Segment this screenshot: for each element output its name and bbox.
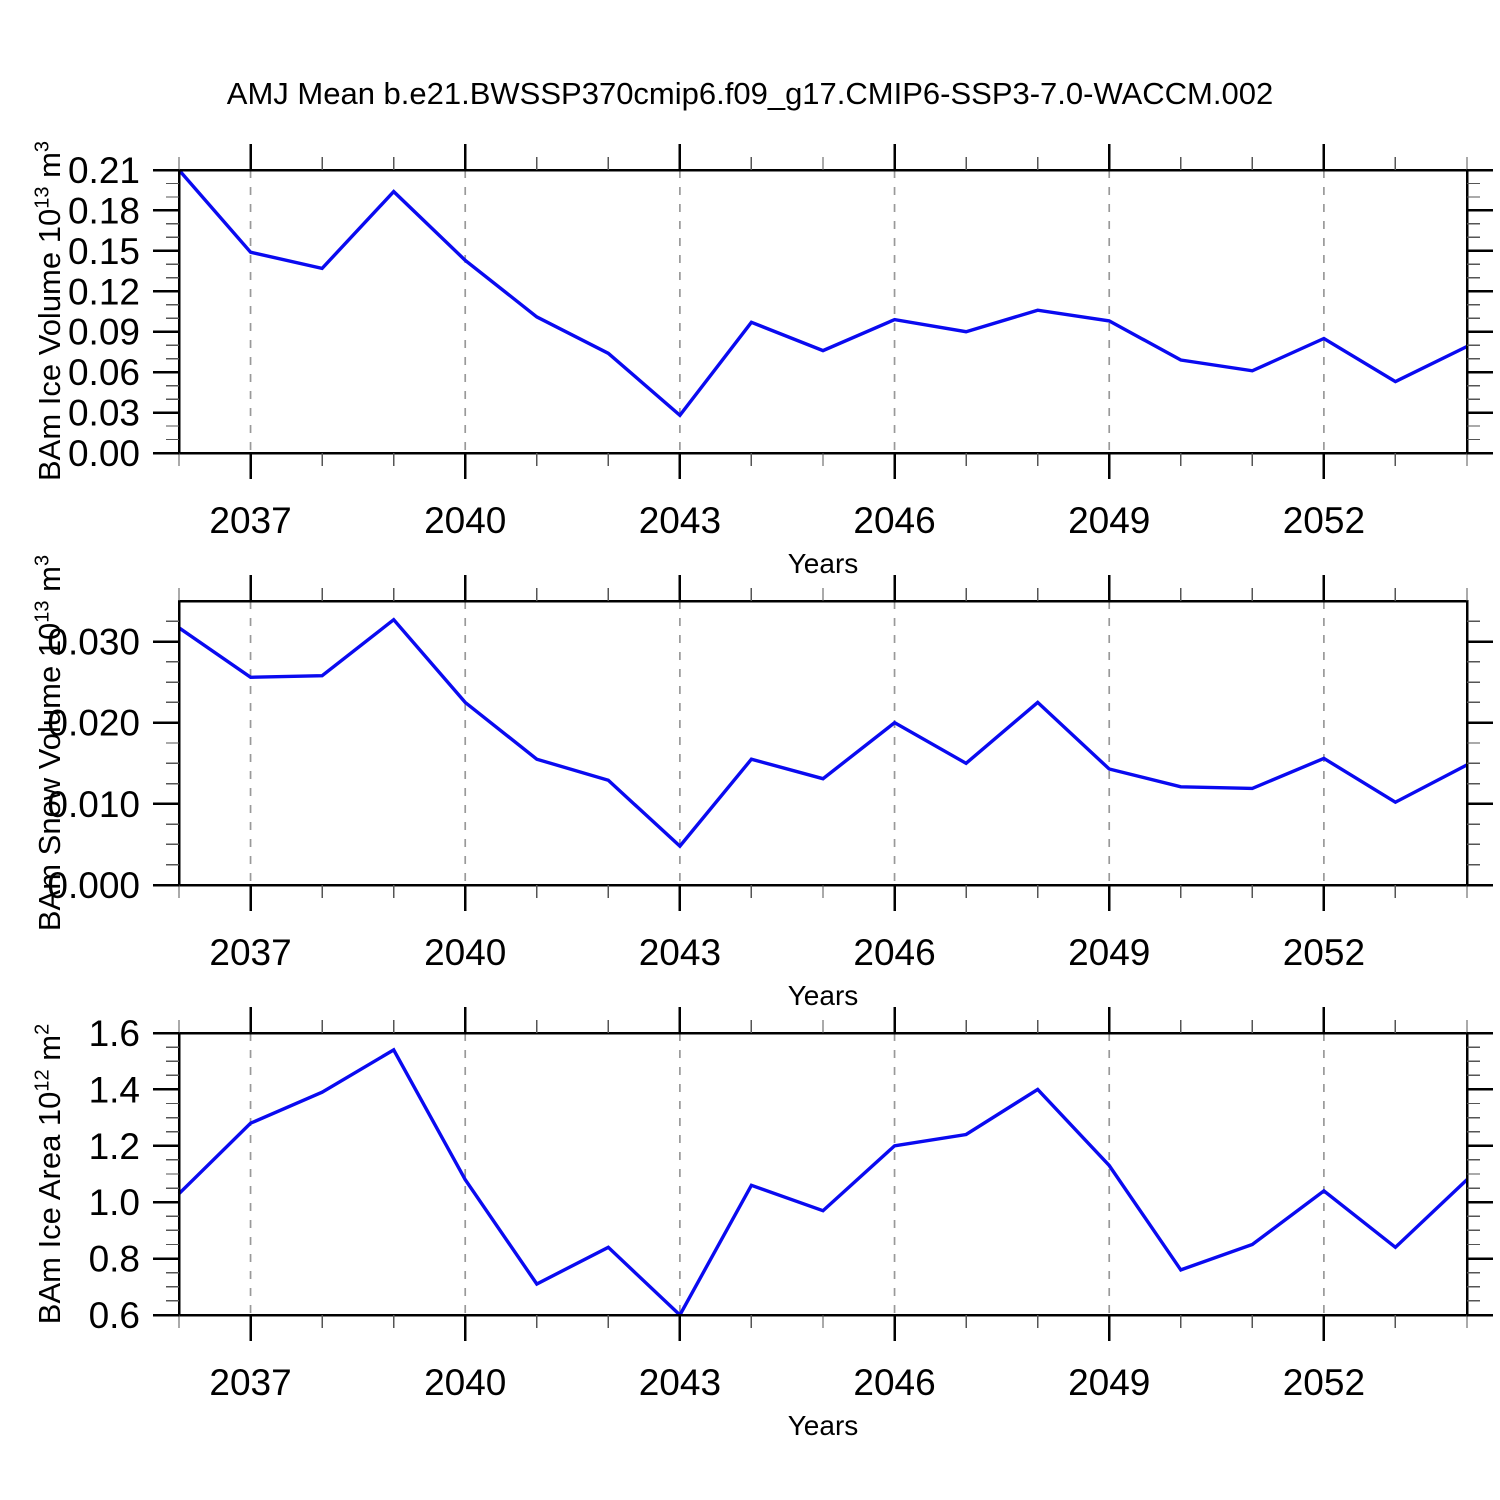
data-line-ice-area [177,1047,1469,1318]
y-tick-label: 0.03 [68,393,140,434]
ylabel-superscript: 2 [31,1023,54,1035]
ylabel-superscript: 13 [31,600,54,623]
x-tick-label: 2046 [853,932,935,973]
ylabel-superscript: 13 [31,186,54,209]
y-tick-label: 1.6 [89,1013,140,1054]
y-ticks [153,1031,1493,1317]
x-gridlines [249,601,1325,885]
x-gridlines [249,170,1325,453]
y-tick-label: 0.020 [47,703,140,744]
x-tick-label: 2052 [1283,932,1365,973]
x-tick-labels: 2037 2040 2043 2046 2049 2052 [209,932,1365,973]
data-line-ice-volume [177,168,1468,418]
x-gridlines [249,1033,1325,1315]
x-tick-label: 2052 [1283,1362,1365,1403]
x-tick-label: 2046 [853,1362,935,1403]
y-tick-label: 0.000 [47,865,140,906]
x-ticks [178,144,1468,479]
x-tick-labels: 2037 2040 2043 2046 2049 2052 [209,1362,1365,1403]
y-tick-label: 0.06 [68,352,140,393]
y-tick-label: 0.6 [89,1295,140,1336]
y-tick-label: 0.030 [47,622,140,663]
y-tick-label: 0.18 [68,190,140,231]
x-tick-label: 2043 [639,500,721,541]
x-tick-label: 2043 [639,1362,721,1403]
x-tick-label: 2046 [853,500,935,541]
y-tick-label: 0.15 [68,231,140,272]
x-tick-label: 2040 [424,932,506,973]
y-tick-label: 1.0 [89,1182,140,1223]
plot-title: AMJ Mean b.e21.BWSSP370cmip6.f09_g17.CMI… [226,76,1274,111]
data-line-snow-volume [178,617,1468,849]
x-tick-label: 2043 [639,932,721,973]
y-tick-label: 0.010 [47,784,140,825]
y-tick-label: 0.21 [68,150,140,191]
panel-border [177,599,1469,887]
y-tick-label: 0.00 [68,433,140,474]
panel-ice-volume: 0.000.030.060.090.120.150.180.21 2037 2040… [68,144,1493,579]
y-ticks [153,168,1493,455]
x-tick-label: 2040 [424,1362,506,1403]
x-tick-label: 2037 [209,932,291,973]
x-axis-title: Years [788,980,859,1011]
y-tick-labels: 0.6 0.8 1.0 1.2 1.4 1.6 [89,1013,140,1336]
x-tick-label: 2052 [1283,500,1365,541]
x-tick-label: 2049 [1068,932,1150,973]
y-tick-label: 1.2 [89,1126,140,1167]
y-tick-label: 0.8 [89,1239,140,1280]
x-tick-label: 2037 [209,500,291,541]
x-tick-label: 2040 [424,500,506,541]
x-ticks [178,575,1468,911]
x-tick-label: 2049 [1068,1362,1150,1403]
x-ticks [178,1007,1468,1341]
y-tick-label: 1.4 [89,1069,140,1110]
y-tick-labels: 0.000 0.010 0.020 0.030 [47,622,140,906]
y-axis-label-ice-area: BAm Ice Area 1012 m2 [31,1023,67,1325]
panel-border [177,1031,1469,1317]
x-tick-labels: 2037 2040 2043 2046 2049 2052 [209,500,1365,541]
ylabel-superscript: 3 [31,554,54,566]
ylabel-superscript: 3 [31,140,54,153]
x-axis-title: Years [788,1410,859,1441]
y-tick-labels: 0.000.030.060.090.120.150.180.21 [68,150,140,474]
y-tick-label: 0.12 [68,271,140,312]
panel-snow-volume: 0.000 0.010 0.020 0.030 2037 2040 2043 2046 2049… [47,575,1493,1011]
ylabel-superscript: 12 [31,1069,54,1092]
x-tick-label: 2037 [209,1362,291,1403]
y-ticks [153,620,1493,887]
x-tick-label: 2049 [1068,500,1150,541]
x-axis-title: Years [788,548,859,579]
y-tick-label: 0.09 [68,312,140,353]
